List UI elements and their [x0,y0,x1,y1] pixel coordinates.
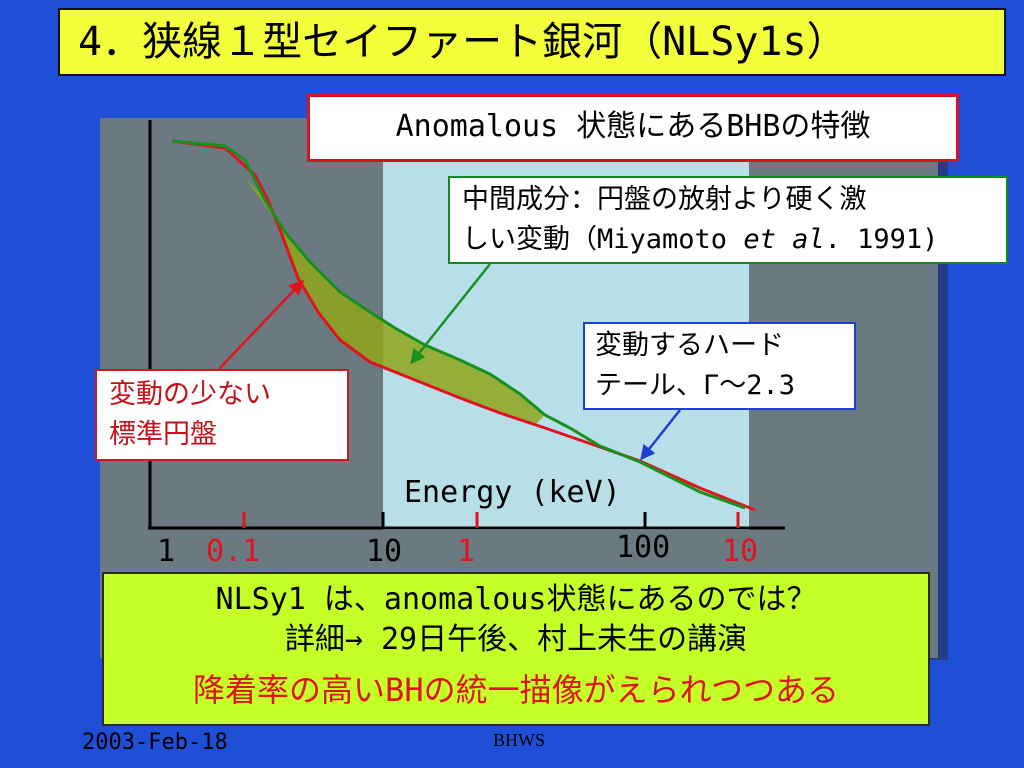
hard-tail-box: 変動するハード テール、Γ～2.3 [583,322,856,410]
x-axis-label: Energy (keV) [404,475,621,510]
mid-line-2-post: . 1991) [824,224,939,255]
intermediate-component-fill [245,178,545,425]
disk-line-1: 変動の少ない [109,379,271,410]
intermediate-component-box: 中間成分：円盤の放射より硬く激 しい変動（Miyamoto et al. 199… [448,176,1008,264]
standard-disk-box: 変動の少ない 標準円盤 [95,369,349,461]
mid-line-2-pre: しい変動（Miyamoto [462,224,744,255]
mid-arrow [410,263,491,365]
tick-label-red-1: 1 [457,534,476,569]
conclusion-line-1: NLSy1 は、anomalous状態にあるのでは？ [215,582,817,617]
anomalous-header-box: Anomalous 状態にあるBHBの特徴 [307,94,959,162]
conclusion-line-2: 詳細→ 29日午後、村上未生の講演 [284,622,748,657]
conclusion-line-3: 降着率の高いBHの統一描像がえられつつある [193,671,839,709]
disk-arrow [217,279,305,371]
mid-line-2-em: et al [743,224,825,255]
disk-line-2: 標準円盤 [109,419,217,450]
tick-label-black-1: 1 [157,534,176,569]
mid-line-2: しい変動（Miyamoto et al. 1991) [462,220,994,260]
hard-line-2: テール、Γ～2.3 [595,370,796,401]
tick-label-black-10: 10 [366,534,403,569]
footer-date: 2003-Feb-18 [82,730,228,755]
tick-label-red-10: 10 [722,534,759,569]
hard-line-1: 変動するハード [595,330,784,361]
footer-conference: BHWS [493,730,546,750]
tick-label-black-100: 100 [616,530,671,565]
hard-arrow [640,409,681,461]
conclusion-box: NLSy1 は、anomalous状態にあるのでは？ 詳細→ 29日午後、村上未… [102,572,930,726]
slide-title: 4．狭線１型セイファート銀河（NLSy1s） [58,8,1006,76]
tick-label-red-0.1: 0.1 [206,534,261,569]
mid-line-1: 中間成分：円盤の放射より硬く激 [462,184,867,215]
